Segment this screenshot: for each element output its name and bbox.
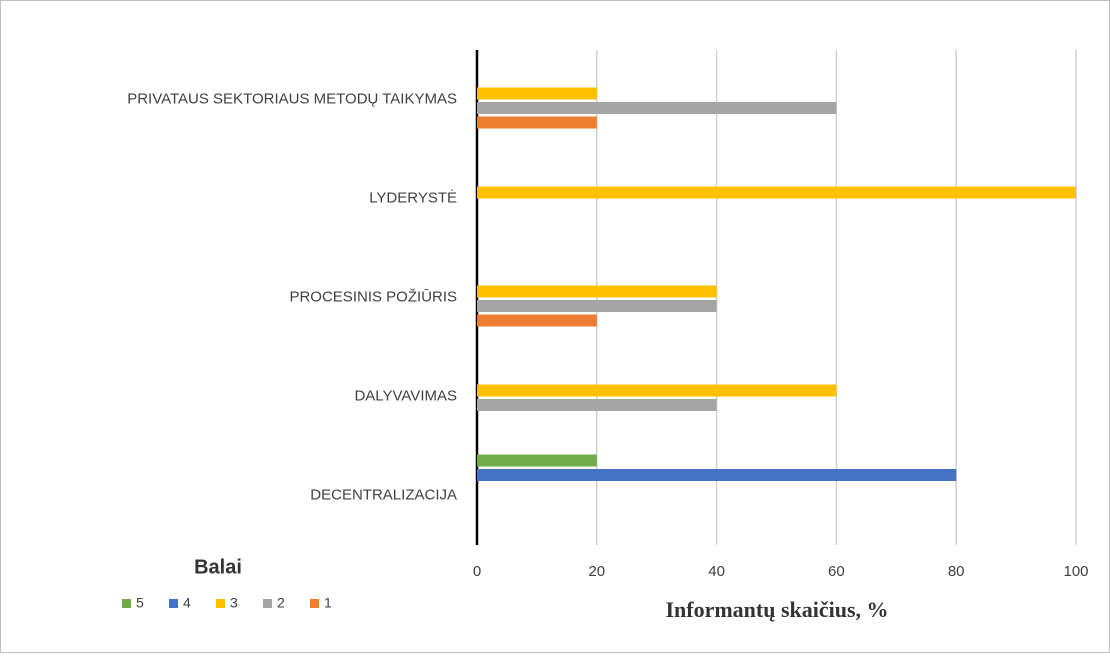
bar [477,300,717,312]
y-tick-label: DALYVAVIMAS [354,387,457,404]
legend-label: 2 [277,595,285,611]
x-tick-label: 60 [828,563,845,580]
bar [477,314,597,327]
bar [477,102,837,114]
x-tick-label: 0 [473,563,481,580]
legend-title: Balai [194,556,242,578]
legend-label: 1 [324,595,332,611]
bar [477,384,837,397]
legend-swatch [310,599,319,608]
y-tick-label: PROCESINIS POŽIŪRIS [289,288,457,305]
legend-label: 4 [183,595,191,611]
y-tick-label: DECENTRALIZACIJA [310,486,457,503]
bar [477,399,717,411]
legend-swatch [169,599,178,608]
legend-swatch [216,599,225,608]
y-tick-label: PRIVATAUS SEKTORIAUS METODŲ TAIKYMAS [127,90,457,107]
legend-label: 3 [230,595,238,611]
x-tick-label: 80 [948,563,965,580]
bar [477,116,597,129]
x-tick-label: 20 [588,563,605,580]
legend-swatch [263,599,272,608]
x-axis-label: Informantų skaičius, % [665,597,888,622]
bar [477,87,597,100]
bar [477,454,597,467]
x-tick-label: 100 [1063,563,1088,580]
x-tick-label: 40 [708,563,725,580]
legend-swatch [122,599,131,608]
bar [477,186,1076,199]
bar [477,285,717,298]
bar [477,469,957,481]
y-tick-label: LYDERYSTĖ [369,188,457,206]
legend-label: 5 [136,595,144,611]
